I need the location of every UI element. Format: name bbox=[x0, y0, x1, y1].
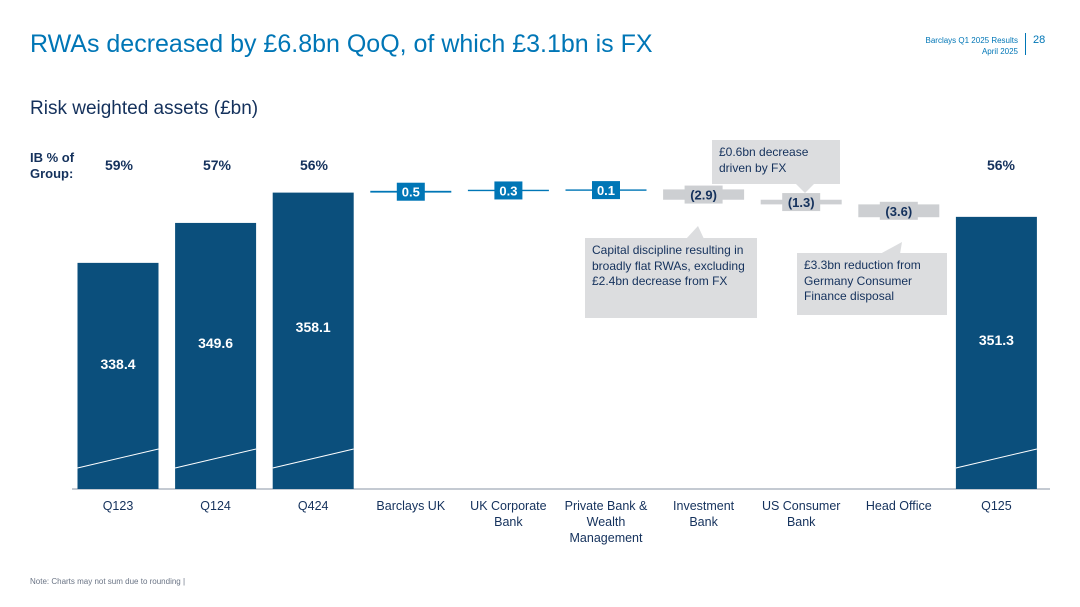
header-doc-info: Barclays Q1 2025 Results April 2025 bbox=[926, 35, 1019, 57]
bar-q123 bbox=[77, 262, 159, 489]
category-label-us-consumer-bank-line2: Bank bbox=[787, 515, 816, 529]
category-label-investment-bank-line2: Bank bbox=[689, 515, 718, 529]
axis-break-q124 bbox=[174, 448, 257, 469]
ib-share-label: IB % of Group: bbox=[30, 150, 74, 182]
bar-q124 bbox=[175, 222, 257, 489]
data-label-us-consumer-bank: (1.3) bbox=[788, 195, 815, 210]
data-label-barclays-uk: 0.5 bbox=[402, 185, 420, 200]
data-label-box-barclays-uk bbox=[396, 182, 425, 201]
category-label-uk-corporate-bank-line2: Bank bbox=[494, 515, 523, 529]
category-label-head-office: Head Office bbox=[866, 499, 932, 513]
callout-investment-bank: Capital discipline resulting in broadly … bbox=[585, 238, 757, 318]
category-label-barclays-uk: Barclays UK bbox=[376, 499, 445, 513]
page-title: RWAs decreased by £6.8bn QoQ, of which £… bbox=[30, 30, 653, 58]
data-label-box-us-consumer-bank bbox=[782, 193, 821, 212]
callout-us-consumer: £0.6bn decrease driven by FX bbox=[712, 140, 840, 184]
bar-q125 bbox=[955, 216, 1037, 489]
category-label-private-bank-wealth-management-line3: Management bbox=[570, 531, 643, 545]
callout-pointer-investment-bank bbox=[686, 226, 704, 239]
ib-share-q424: 56% bbox=[299, 157, 329, 173]
data-label-box-investment-bank bbox=[684, 185, 723, 204]
page-number: 28 bbox=[1033, 34, 1046, 46]
axis-break-q123 bbox=[77, 448, 159, 469]
category-label-q124: Q124 bbox=[200, 499, 231, 513]
data-label-q123: 338.4 bbox=[100, 356, 135, 372]
data-label-box-uk-corporate-bank bbox=[494, 181, 523, 200]
data-label-private-bank-wealth-management: 0.1 bbox=[597, 183, 615, 198]
category-label-investment-bank-line1: Investment bbox=[673, 499, 735, 513]
ib-share-label-line2: Group: bbox=[30, 166, 74, 181]
data-label-investment-bank: (2.9) bbox=[690, 188, 717, 203]
data-label-q125: 351.3 bbox=[979, 332, 1014, 348]
callout-pointer-us-consumer bbox=[795, 183, 815, 193]
category-label-us-consumer-bank-line1: US Consumer bbox=[762, 499, 841, 513]
data-label-q124: 349.6 bbox=[198, 335, 233, 351]
ib-share-q124: 57% bbox=[202, 157, 232, 173]
header-divider bbox=[1025, 33, 1026, 55]
callout-head-office: £3.3bn reduction from Germany Consumer F… bbox=[797, 253, 947, 315]
data-label-uk-corporate-bank: 0.3 bbox=[499, 183, 517, 198]
category-label-private-bank-wealth-management-line1: Private Bank & bbox=[565, 499, 648, 513]
data-label-box-private-bank-wealth-management bbox=[592, 181, 620, 200]
category-label-uk-corporate-bank-line1: UK Corporate bbox=[470, 499, 546, 513]
callout-pointer-head-office bbox=[880, 242, 902, 254]
ib-share-label-line1: IB % of bbox=[30, 150, 75, 165]
ib-share-q125: 56% bbox=[986, 157, 1016, 173]
doc-date: April 2025 bbox=[981, 47, 1018, 56]
data-label-q424: 358.1 bbox=[296, 319, 331, 335]
axis-break-q125 bbox=[955, 448, 1038, 469]
category-label-private-bank-wealth-management-line2: Wealth bbox=[587, 515, 626, 529]
ib-share-q123: 59% bbox=[104, 157, 134, 173]
data-label-box-head-office bbox=[879, 201, 918, 220]
data-label-head-office: (3.6) bbox=[885, 204, 912, 219]
chart-subtitle: Risk weighted assets (£bn) bbox=[30, 98, 259, 119]
doc-name: Barclays Q1 2025 Results bbox=[925, 36, 1019, 45]
category-label-q123: Q123 bbox=[103, 499, 134, 513]
bar-q424 bbox=[272, 192, 354, 490]
axis-break-q424 bbox=[272, 448, 354, 469]
category-label-q424: Q424 bbox=[298, 499, 329, 513]
category-label-q125: Q125 bbox=[981, 499, 1012, 513]
footnote: Note: Charts may not sum due to rounding… bbox=[30, 577, 186, 586]
